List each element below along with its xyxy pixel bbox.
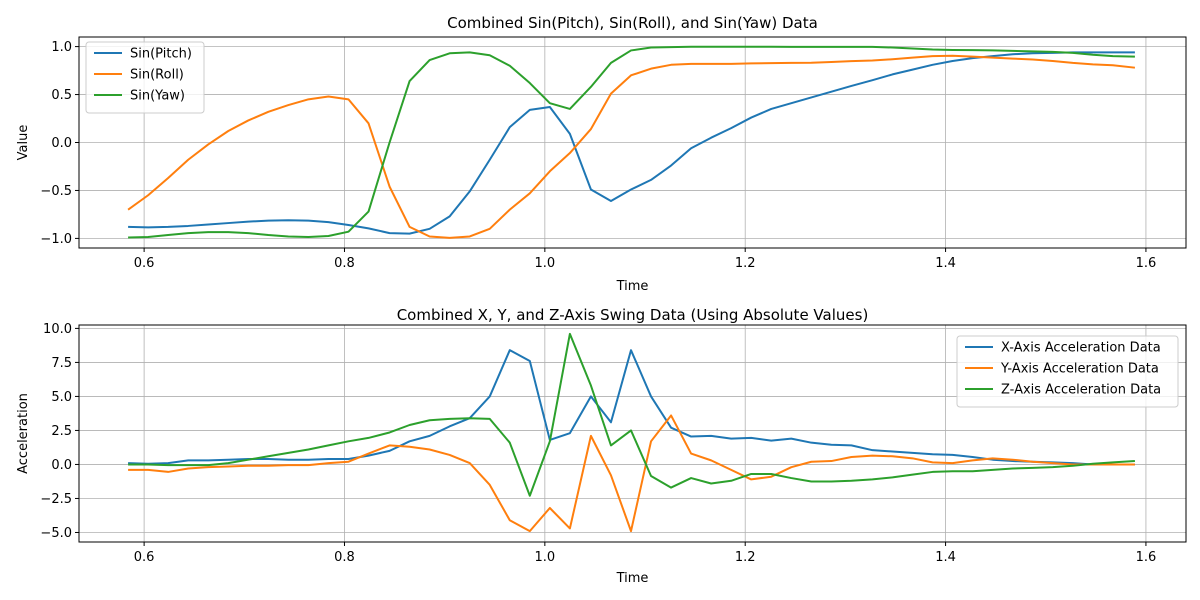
legend: X-Axis Acceleration Data Y-Axis Accelerat… [956,335,1179,408]
x-tick-label: 1.2 [735,256,756,271]
y-tick-label: 0.5 [51,88,72,103]
series-line-1 [128,414,1135,533]
series-lines [127,45,1136,239]
series-line-0 [128,51,1135,235]
x-tick-label: 1.2 [735,550,756,565]
series-line-0 [128,349,1135,466]
x-axis-label: Time [616,279,649,294]
chart-title: Combined Sin(Pitch), Sin(Roll), and Sin(… [447,14,818,32]
legend-label: Y-Axis Acceleration Data [1000,362,1159,377]
x-tick-label: 1.0 [534,550,555,565]
chart-title: Combined X, Y, and Z-Axis Swing Data (Us… [397,306,869,324]
y-tick-label: 0.0 [51,136,72,151]
series-line-1 [127,54,1136,239]
x-tick-label: 0.6 [134,550,155,565]
y-tick-label: 10.0 [43,322,72,337]
y-axis-label: Value [16,125,31,161]
y-tick-label: 7.5 [51,356,72,371]
legend-label: Sin(Pitch) [130,47,192,62]
y-tick-label: −0.5 [40,184,72,199]
y-tick-label: 0.0 [51,458,72,473]
x-tick-label: 0.8 [334,550,355,565]
grid [79,37,1186,248]
y-tick-label: −5.0 [40,526,72,541]
pitch-roll-yaw-chart: 0.6 0.8 1.0 1.2 1.4 1.6 −1.0 −0.5 0.0 0.5 1.0 Combi… [16,14,1187,294]
acceleration-chart: 0.6 0.8 1.0 1.2 1.4 1.6 −5.0 −2.5 0.0 2.5 5.0 7.5 10… [16,306,1187,586]
x-tick-label: 1.6 [1136,550,1157,565]
axes-frame [78,324,1187,543]
x-tick-label: 0.6 [134,256,155,271]
series-lines [128,332,1135,533]
legend-label: X-Axis Acceleration Data [1001,341,1161,356]
grid [79,325,1186,542]
x-tick-label: 1.6 [1136,256,1157,271]
x-tick-label: 1.0 [534,256,555,271]
x-tick-label: 1.4 [935,256,956,271]
y-tick-label: 2.5 [51,424,72,439]
y-tick-label: 5.0 [51,390,72,405]
y-tick-label: −2.5 [40,492,72,507]
x-tick-label: 1.4 [935,550,956,565]
x-tick-label: 0.8 [334,256,355,271]
y-tick-label: −1.0 [40,232,72,247]
series-line-2 [128,45,1135,239]
legend-label: Sin(Yaw) [130,89,185,104]
legend: Sin(Pitch) Sin(Roll) Sin(Yaw) [85,41,205,114]
legend-box [956,335,1179,408]
legend-label: Sin(Roll) [130,68,184,83]
y-tick-label: 1.0 [51,40,72,55]
x-axis-label: Time [616,571,649,586]
y-axis-label: Acceleration [16,393,31,474]
series-line-2 [128,332,1135,497]
legend-label: Z-Axis Acceleration Data [1001,383,1161,398]
